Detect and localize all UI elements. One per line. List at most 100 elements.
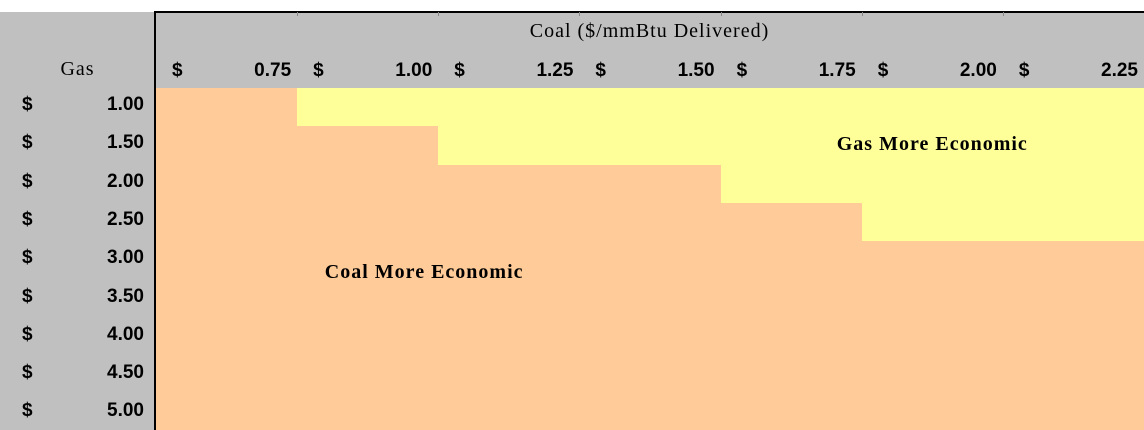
cell — [297, 356, 440, 396]
cell — [438, 317, 581, 358]
cell — [156, 164, 299, 204]
header-band — [0, 12, 1144, 88]
column-separator — [720, 12, 722, 16]
cell — [579, 279, 722, 319]
cell — [156, 241, 299, 281]
cell — [156, 202, 299, 243]
cell — [579, 202, 722, 243]
column-separator — [438, 12, 440, 16]
column-symbol: $ — [313, 60, 324, 81]
cell — [438, 241, 581, 281]
cell — [579, 88, 722, 128]
cell — [720, 126, 863, 166]
column-separator — [297, 12, 299, 16]
cell — [1002, 356, 1144, 396]
gas-label: Gas More Economic — [836, 133, 1028, 155]
header-border — [155, 11, 1144, 13]
row-value: 5.00 — [107, 400, 144, 422]
cell — [297, 126, 440, 166]
cell — [438, 202, 581, 243]
column-value: 1.25 — [536, 60, 574, 81]
cell — [156, 279, 299, 319]
cell — [297, 394, 440, 430]
cell — [861, 202, 1004, 243]
column-symbol: $ — [736, 60, 748, 81]
row-value: 4.50 — [107, 362, 144, 384]
cell — [297, 317, 440, 358]
cell — [438, 88, 581, 128]
cell — [1002, 394, 1144, 430]
column-value: 2.25 — [1101, 60, 1138, 81]
column-symbol: $ — [595, 60, 606, 81]
row-value: 1.50 — [107, 132, 144, 154]
cell — [156, 356, 299, 396]
column-symbol: $ — [454, 60, 465, 81]
cell — [297, 279, 440, 319]
row-value: 4.00 — [107, 323, 144, 345]
row-symbol: $ — [22, 400, 33, 422]
cell — [861, 241, 1004, 281]
cell — [438, 126, 581, 166]
cell — [156, 317, 299, 358]
cell — [156, 88, 299, 128]
cell — [579, 394, 722, 430]
cell — [1002, 88, 1144, 128]
row-value: 3.00 — [107, 247, 144, 269]
row-symbol: $ — [22, 208, 33, 230]
cell — [1002, 241, 1144, 281]
cell — [579, 356, 722, 396]
column-separator — [1002, 12, 1004, 16]
cell — [438, 394, 581, 430]
cell — [1002, 279, 1144, 319]
row-symbol: $ — [22, 170, 33, 192]
cell — [720, 394, 863, 430]
column-value: 1.50 — [677, 60, 715, 81]
row-value: 3.50 — [107, 285, 144, 307]
row-symbol: $ — [22, 285, 33, 307]
cell — [297, 241, 440, 281]
row-symbol: $ — [22, 94, 33, 115]
column-border — [154, 11, 156, 430]
column-symbol: $ — [1018, 60, 1030, 81]
cell — [438, 279, 581, 319]
cell — [156, 126, 299, 166]
cell — [720, 202, 863, 243]
cell — [438, 164, 581, 204]
cell — [861, 88, 1004, 128]
column-value: 1.75 — [818, 60, 856, 81]
row-symbol: $ — [22, 247, 33, 269]
column-separator — [861, 12, 863, 16]
cell — [861, 394, 1004, 430]
cell — [579, 164, 722, 204]
cell — [861, 126, 1004, 166]
row-symbol: $ — [22, 132, 33, 154]
column-separator — [579, 12, 581, 16]
cell — [720, 241, 863, 281]
row-symbol: $ — [22, 362, 33, 384]
cell — [579, 317, 722, 358]
row-symbol: $ — [22, 323, 33, 345]
column-value: 0.75 — [254, 60, 292, 81]
cell — [861, 164, 1004, 204]
row-value: 2.00 — [107, 170, 144, 192]
corner-label: Gas — [60, 58, 95, 80]
column-value: 1.00 — [395, 60, 433, 81]
coal-label: Coal More Economic — [324, 261, 524, 283]
column-symbol: $ — [877, 60, 889, 81]
cell — [861, 356, 1004, 396]
cell — [579, 126, 722, 166]
row-value: 2.50 — [107, 208, 144, 230]
cell — [297, 164, 440, 204]
cell — [1002, 317, 1144, 358]
row-value: 1.00 — [107, 94, 144, 115]
cell — [1002, 126, 1144, 166]
cell — [579, 241, 722, 281]
column-symbol: $ — [172, 60, 183, 81]
cell — [720, 356, 863, 396]
cell — [861, 279, 1004, 319]
row-header-band — [0, 12, 155, 430]
cell — [720, 164, 863, 204]
cell — [720, 279, 863, 319]
cell — [1002, 202, 1144, 243]
